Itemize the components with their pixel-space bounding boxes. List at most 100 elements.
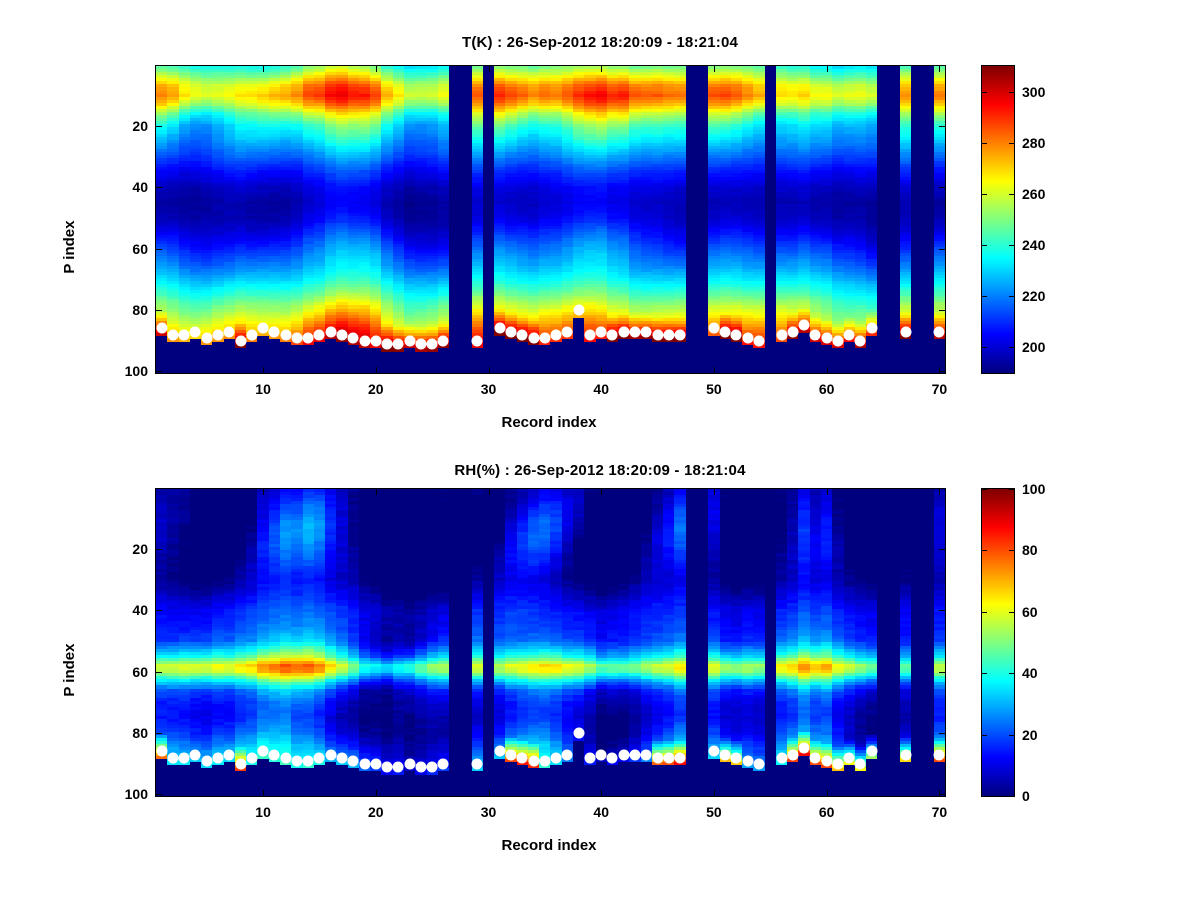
surface-marker [392, 761, 404, 773]
surface-marker [370, 335, 382, 347]
x-tick-label: 30 [480, 804, 497, 820]
xaxis-label-temperature: Record index [501, 414, 597, 431]
colorbar-tick-right [1009, 550, 1014, 552]
surface-marker [437, 335, 449, 347]
surface-marker [663, 752, 675, 764]
colorbar-tick-right [1009, 296, 1014, 298]
panel-relative-humidity: RH(%) : 26-Sep-2012 18:20:09 - 18:21:04 … [0, 450, 1200, 900]
colorbar-relative-humidity[interactable] [981, 488, 1015, 797]
surface-marker [798, 742, 810, 754]
y-tick-right [939, 610, 945, 612]
x-tick-top [488, 489, 490, 495]
x-tick-label: 70 [931, 381, 948, 397]
surface-marker [291, 755, 303, 767]
colorbar-tick-label: 220 [1022, 288, 1046, 305]
x-tick [263, 367, 265, 373]
x-tick-label: 50 [706, 804, 722, 820]
colorbar-tick-label: 60 [1022, 603, 1038, 620]
colorbar-tick-label: 80 [1022, 542, 1038, 559]
y-tick [156, 794, 162, 796]
surface-marker [730, 329, 742, 341]
x-tick-label: 10 [255, 381, 271, 397]
surface-marker [404, 335, 416, 347]
x-tick-top [601, 66, 603, 72]
colorbar-tick-right [1009, 245, 1014, 247]
surface-marker [708, 745, 720, 757]
surface-marker [821, 755, 833, 767]
surface-marker [629, 749, 641, 761]
surface-marker [167, 752, 179, 764]
colorbar-tick [982, 193, 987, 195]
surface-marker [933, 326, 945, 338]
colorbar-temperature[interactable] [981, 65, 1015, 374]
surface-marker [595, 326, 607, 338]
surface-marker [426, 761, 438, 773]
x-tick-label: 30 [480, 381, 497, 397]
yaxis-label-temperature: P index [61, 220, 79, 274]
surface-marker [618, 749, 630, 761]
surface-marker [178, 752, 190, 764]
colorbar-tick-label: 280 [1022, 134, 1046, 151]
yaxis-label-relative-humidity: P index [61, 643, 79, 697]
surface-marker [223, 326, 235, 338]
surface-marker [573, 304, 585, 316]
surface-marker [178, 329, 190, 341]
y-tick [156, 187, 162, 189]
x-tick-top [601, 489, 603, 495]
surface-marker [606, 752, 618, 764]
x-tick-label: 10 [255, 804, 271, 820]
heatmap-axes-relative-humidity[interactable] [155, 488, 946, 797]
colorbar-tick-right [1009, 489, 1014, 490]
surface-marker [809, 752, 821, 764]
surface-marker [663, 329, 675, 341]
surface-marker [561, 749, 573, 761]
surface-marker [584, 329, 596, 341]
surface-marker [742, 332, 754, 344]
y-tick-right [939, 125, 945, 127]
x-tick-label: 20 [367, 804, 384, 820]
surface-marker [302, 332, 314, 344]
surface-marker [347, 332, 359, 344]
y-tick-right [939, 548, 945, 550]
surface-marker [787, 749, 799, 761]
heatmap-axes-temperature[interactable] [155, 65, 946, 374]
surface-marker [201, 755, 213, 767]
surface-marker [652, 752, 664, 764]
x-tick [375, 367, 377, 373]
surface-marker [415, 761, 427, 773]
surface-marker [550, 329, 562, 341]
surface-marker [753, 758, 765, 770]
colorbar-tick [982, 347, 987, 349]
x-tick [601, 367, 603, 373]
surface-marker [257, 322, 269, 334]
x-tick-top [375, 66, 377, 72]
surface-marker [674, 329, 686, 341]
y-tick-label: 100 [124, 363, 148, 380]
x-tick-top [263, 66, 265, 72]
y-tick [156, 610, 162, 612]
surface-marker [854, 335, 866, 347]
surface-marker [505, 749, 517, 761]
surface-marker [313, 752, 325, 764]
surface-marker [528, 332, 540, 344]
x-tick [375, 790, 377, 796]
x-tick-top [263, 489, 265, 495]
x-tick-label: 70 [931, 804, 948, 820]
surface-marker [268, 749, 280, 761]
surface-marker [550, 752, 562, 764]
surface-marker [381, 338, 393, 350]
x-tick-label: 40 [593, 381, 610, 397]
surface-marker [336, 752, 348, 764]
x-tick [601, 790, 603, 796]
surface-marker [742, 755, 754, 767]
x-tick [713, 790, 715, 796]
x-tick-label: 60 [818, 804, 835, 820]
colorbar-tick [982, 142, 987, 144]
surface-marker [539, 755, 551, 767]
surface-marker [156, 322, 168, 334]
surface-marker [516, 329, 528, 341]
surface-marker [652, 329, 664, 341]
y-tick-right [939, 733, 945, 735]
surface-marker [370, 758, 382, 770]
surface-marker [381, 761, 393, 773]
